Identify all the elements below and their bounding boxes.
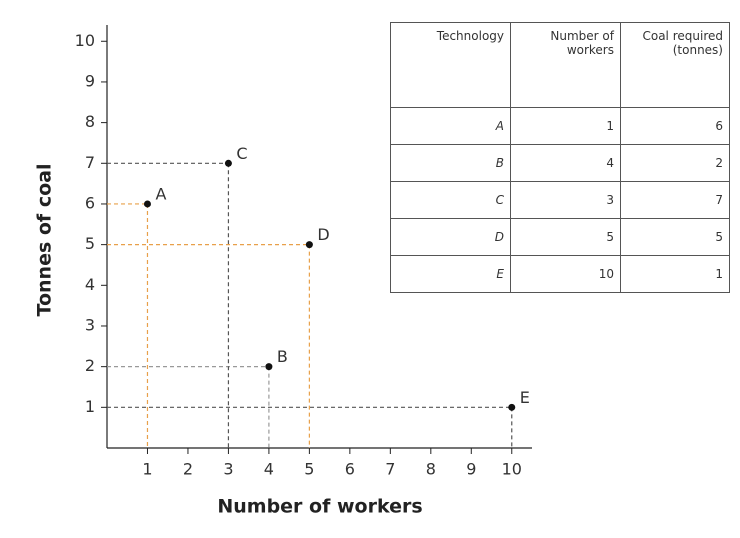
- x-tick-label: 3: [223, 460, 233, 479]
- y-tick-label: 3: [85, 315, 95, 334]
- point: [224, 159, 232, 167]
- point-label: A: [155, 184, 166, 203]
- point: [143, 200, 151, 208]
- table-cell: 1: [620, 255, 730, 293]
- y-tick-label: 7: [85, 153, 95, 172]
- point-label: E: [520, 388, 530, 407]
- point: [265, 363, 273, 371]
- table-cell: 1: [510, 107, 621, 145]
- y-tick-label: 6: [85, 193, 95, 212]
- data-table: Technology Number of workers Coal required…: [390, 22, 730, 293]
- table-cell: A: [390, 107, 511, 145]
- table-cell: C: [390, 181, 511, 219]
- y-tick-label: 10: [75, 31, 95, 50]
- y-tick-label: 2: [85, 356, 95, 375]
- header-text: Coal required (tonnes): [642, 29, 723, 57]
- table-cell: 6: [620, 107, 730, 145]
- header-cell: Technology: [390, 22, 511, 108]
- y-tick-label: 8: [85, 112, 95, 131]
- x-axis-title: Number of workers: [217, 496, 422, 518]
- x-tick-label: 10: [502, 460, 522, 479]
- x-tick-label: 6: [345, 460, 355, 479]
- x-tick-label: 2: [183, 460, 193, 479]
- table-cell: B: [390, 144, 511, 182]
- table-row: E 10 1: [390, 255, 730, 293]
- y-tick-label: 1: [85, 397, 95, 416]
- y-tick-label: 4: [85, 275, 95, 294]
- table-cell: 4: [510, 144, 621, 182]
- table-cell: 5: [510, 218, 621, 256]
- table-cell: 10: [510, 255, 621, 293]
- header-cell: Number of workers: [510, 22, 621, 108]
- y-axis-title: Tonnes of coal: [34, 164, 56, 317]
- x-tick-label: 5: [304, 460, 314, 479]
- point: [305, 241, 313, 249]
- point: [508, 403, 516, 411]
- header-text: Technology: [436, 29, 504, 43]
- x-tick-label: 4: [264, 460, 274, 479]
- point-label: B: [277, 347, 288, 366]
- table-cell: 3: [510, 181, 621, 219]
- table-cell: 5: [620, 218, 730, 256]
- table-cell: 7: [620, 181, 730, 219]
- point-label: D: [317, 225, 329, 244]
- point-label: C: [236, 144, 247, 163]
- y-tick-label: 9: [85, 71, 95, 90]
- y-tick-label: 5: [85, 234, 95, 253]
- header-cell: Coal required (tonnes): [620, 22, 730, 108]
- x-tick-label: 7: [385, 460, 395, 479]
- x-tick-label: 1: [142, 460, 152, 479]
- header-row: Technology Number of workers Coal required…: [390, 22, 730, 108]
- table-cell: 2: [620, 144, 730, 182]
- table-cell: E: [390, 255, 511, 293]
- x-tick-label: 9: [466, 460, 476, 479]
- header-text: Number of workers: [550, 29, 614, 57]
- table-cell: D: [390, 218, 511, 256]
- x-tick-label: 8: [426, 460, 436, 479]
